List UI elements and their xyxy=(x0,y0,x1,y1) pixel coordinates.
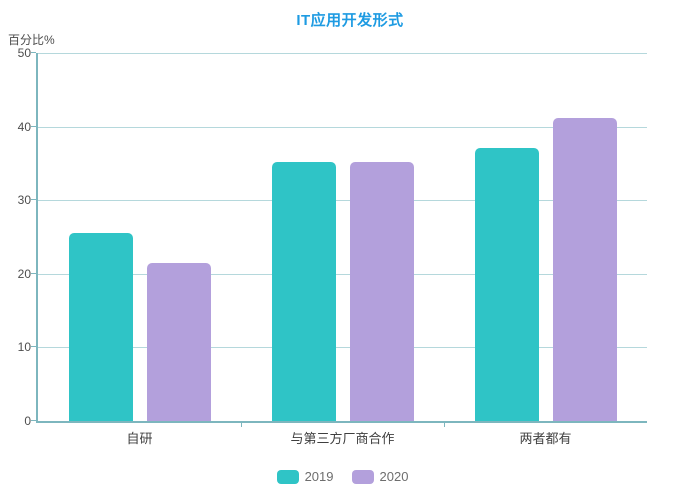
y-tick-label: 20 xyxy=(17,266,31,281)
x-tick-mark xyxy=(444,423,445,427)
x-category-label: 两者都有 xyxy=(519,431,572,446)
x-axis-line xyxy=(36,421,647,423)
bar-2019-与第三方厂商合作[interactable] xyxy=(271,161,336,421)
plot-area xyxy=(31,52,647,427)
legend-label: 2019 xyxy=(304,469,334,484)
gridline xyxy=(38,347,647,349)
y-tick-mark xyxy=(31,272,36,274)
bar-2020-自研[interactable] xyxy=(146,262,211,421)
bar-2019-自研[interactable] xyxy=(68,233,133,421)
y-tick-label: 0 xyxy=(24,414,31,428)
y-tick-mark xyxy=(31,420,36,421)
legend-label: 2020 xyxy=(379,469,409,484)
y-tick-mark xyxy=(31,52,36,53)
y-tick-label: 10 xyxy=(17,340,31,355)
y-axis-line xyxy=(36,53,38,421)
x-category-label: 自研 xyxy=(126,431,153,446)
legend-item-2020[interactable]: 2020 xyxy=(351,469,409,484)
y-tick-mark xyxy=(31,199,36,201)
legend-swatch-2020 xyxy=(351,469,374,484)
gridline xyxy=(38,126,647,128)
gridline xyxy=(38,273,647,275)
gridline xyxy=(38,53,647,54)
y-tick-label: 50 xyxy=(17,46,31,60)
y-tick-label: 40 xyxy=(17,119,31,134)
y-tick-label: 30 xyxy=(17,193,31,208)
chart-title: IT应用开发形式 xyxy=(296,12,404,29)
y-tick-mark xyxy=(31,125,36,127)
bar-2020-两者都有[interactable] xyxy=(552,117,617,421)
legend-item-2019[interactable]: 2019 xyxy=(276,469,334,484)
x-category-label: 与第三方厂商合作 xyxy=(290,431,395,446)
x-tick-mark xyxy=(241,423,242,427)
y-tick-mark xyxy=(31,346,36,348)
bar-2020-与第三方厂商合作[interactable] xyxy=(349,161,414,421)
gridline xyxy=(38,200,647,202)
y-axis-unit-label: 百分比% xyxy=(8,33,55,47)
legend: 2019 2020 xyxy=(38,469,647,484)
bar-2019-两者都有[interactable] xyxy=(474,147,539,421)
legend-swatch-2019 xyxy=(276,469,299,484)
